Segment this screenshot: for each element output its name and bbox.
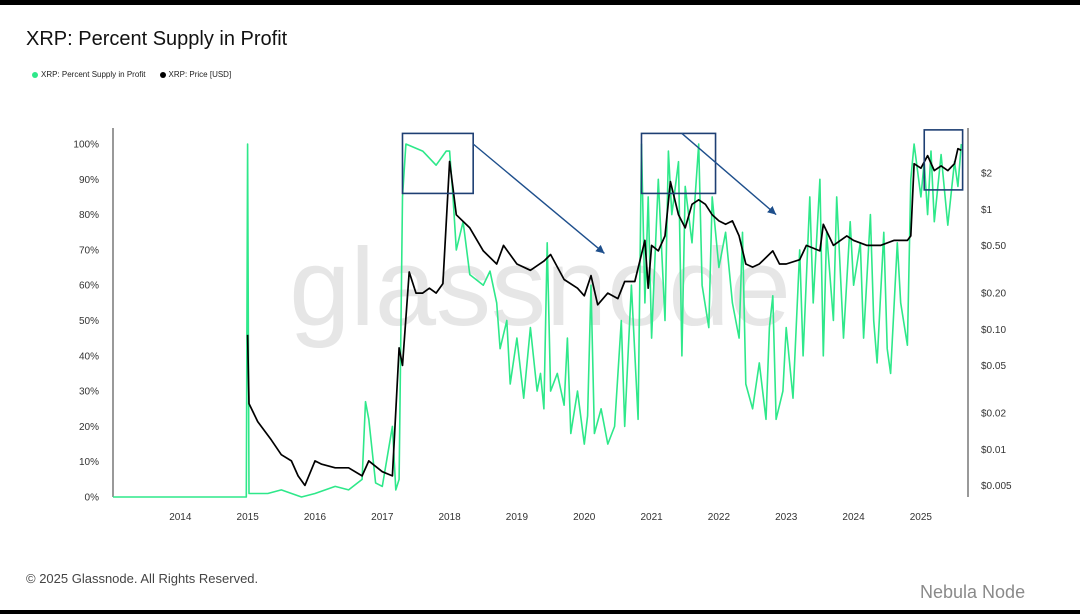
x-tick-label: 2018: [438, 512, 461, 523]
legend-label-supply: XRP: Percent Supply in Profit: [41, 70, 146, 79]
copyright-text: © 2025 Glassnode. All Rights Reserved.: [26, 571, 259, 586]
y-right-tick-label: $0.005: [981, 481, 1012, 492]
legend-item-price[interactable]: XRP: Price [USD]: [159, 70, 232, 79]
highlight-box: [401, 132, 474, 195]
y-left-tick-label: 20%: [79, 422, 99, 433]
axes-group: 0% 10% 20% 30% 40% 50% 60% 70% 80% 90% 100% $0.005 $…: [73, 128, 1012, 523]
footer-watermark: Nebula Node: [920, 582, 1026, 602]
legend: XRP: Percent Supply in Profit XRP: Price…: [32, 70, 231, 79]
watermark-text: glassnode: [289, 226, 791, 349]
annotations-group: [401, 129, 964, 254]
y-right-tick-label: $2: [981, 169, 993, 180]
y-right-tick-label: $0.20: [981, 289, 1006, 300]
x-tick-label: 2021: [640, 512, 663, 523]
legend-dot-supply-icon: [32, 71, 38, 78]
legend-item-supply[interactable]: XRP: Percent Supply in Profit: [32, 70, 146, 79]
series-supply-group: [113, 143, 963, 498]
x-tick-label: 2017: [371, 512, 394, 523]
y-left-tick-label: 40%: [79, 351, 99, 362]
legend-dot-price-icon: [159, 71, 166, 78]
x-tick-label: 2022: [708, 512, 731, 523]
y-left-tick-label: 70%: [79, 245, 99, 256]
y-right-tick-label: $0.50: [981, 241, 1006, 252]
highlight-box: [923, 129, 964, 191]
y-left-tick-label: 80%: [79, 210, 99, 221]
y-left-tick-label: 100%: [73, 140, 99, 151]
y-left-tick-label: 0%: [85, 493, 100, 504]
highlight-box: [640, 132, 717, 195]
series-price-group: [246, 147, 962, 487]
series-line-supply: [113, 143, 963, 498]
x-tick-label: 2014: [169, 512, 192, 523]
x-tick-label: 2016: [304, 512, 327, 523]
trend-arrow: [472, 143, 605, 254]
y-left-tick-label: 50%: [79, 316, 99, 327]
trend-arrow: [681, 132, 777, 216]
chart-title: XRP: Percent Supply in Profit: [26, 28, 288, 50]
x-tick-label: 2024: [842, 512, 865, 523]
y-right-tick-label: $0.10: [981, 325, 1006, 336]
y-right-tick-label: $0.05: [981, 361, 1006, 372]
x-tick-label: 2015: [237, 512, 260, 523]
y-right-tick-label: $0.01: [981, 445, 1006, 456]
x-tick-label: 2025: [910, 512, 933, 523]
y-left-tick-label: 90%: [79, 175, 99, 186]
y-right-tick-label: $0.02: [981, 409, 1006, 420]
x-tick-label: 2019: [506, 512, 529, 523]
x-tick-label: 2023: [775, 512, 798, 523]
y-left-tick-label: 30%: [79, 387, 99, 398]
series-line-price: [246, 147, 962, 487]
y-right-tick-label: $1: [981, 205, 993, 216]
legend-label-price: XRP: Price [USD]: [168, 70, 232, 79]
top-frame-bar: [0, 0, 1080, 5]
x-tick-label: 2020: [573, 512, 596, 523]
y-left-tick-label: 10%: [79, 457, 99, 468]
y-left-tick-label: 60%: [79, 281, 99, 292]
bottom-frame-bar: [0, 610, 1080, 614]
